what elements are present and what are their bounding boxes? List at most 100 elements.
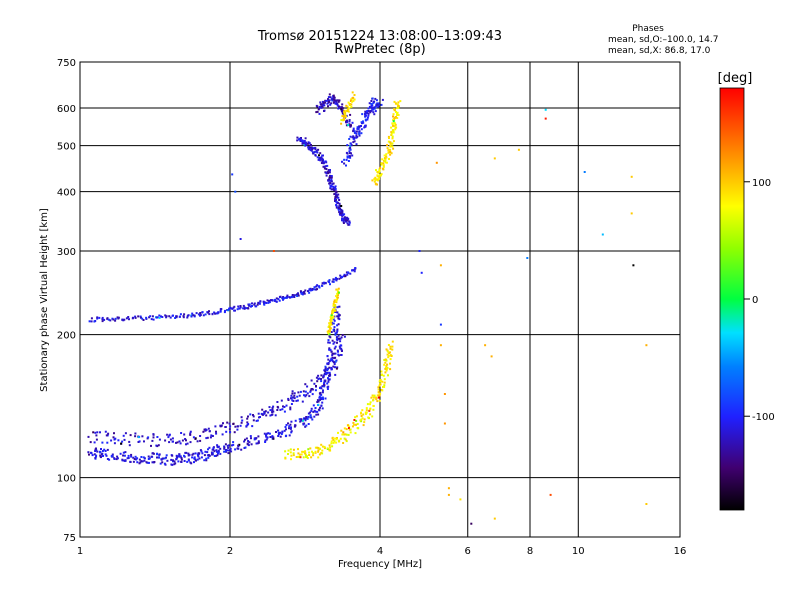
data-point — [268, 406, 271, 409]
data-point — [330, 180, 333, 183]
data-point — [287, 422, 289, 425]
data-point — [334, 200, 336, 202]
data-point — [336, 104, 339, 107]
data-point — [220, 308, 223, 310]
data-point — [338, 199, 341, 201]
data-point — [349, 156, 352, 159]
data-point — [247, 415, 249, 418]
data-point — [272, 410, 275, 413]
data-point — [346, 217, 349, 220]
data-point — [355, 136, 358, 139]
data-point — [335, 288, 338, 291]
data-point — [166, 433, 169, 436]
data-point — [343, 335, 346, 338]
data-point — [184, 451, 187, 454]
data-point — [166, 459, 169, 462]
data-point — [323, 385, 326, 388]
data-point — [320, 393, 323, 396]
data-point — [122, 434, 125, 437]
data-point — [364, 110, 367, 113]
data-point — [213, 450, 216, 453]
data-point — [116, 455, 119, 458]
data-point — [247, 303, 250, 306]
data-point — [156, 436, 159, 438]
data-point — [328, 322, 331, 325]
data-point — [119, 452, 122, 455]
data-point — [332, 342, 335, 345]
data-point — [103, 318, 106, 321]
data-point — [392, 131, 395, 134]
data-point — [300, 139, 303, 142]
data-point — [172, 440, 174, 443]
data-point — [304, 454, 307, 457]
data-point — [169, 438, 172, 441]
data-point — [310, 379, 313, 382]
data-point — [147, 455, 150, 458]
data-point — [257, 435, 260, 438]
data-point — [396, 111, 399, 114]
data-point — [387, 140, 390, 143]
data-point — [308, 395, 311, 398]
data-point — [317, 408, 320, 411]
data-point — [301, 450, 304, 453]
data-point — [308, 148, 311, 151]
data-point — [336, 328, 339, 331]
data-point — [346, 119, 348, 122]
data-point — [266, 436, 269, 439]
data-point — [327, 362, 330, 364]
data-point — [299, 138, 302, 141]
data-point — [201, 452, 204, 455]
data-point — [192, 452, 195, 455]
data-point — [290, 431, 293, 434]
data-point — [341, 276, 343, 279]
data-point — [319, 101, 322, 104]
data-point — [230, 444, 233, 447]
data-point — [326, 369, 329, 372]
data-point — [277, 435, 280, 437]
data-point — [309, 389, 312, 392]
data-point — [355, 419, 358, 422]
data-point — [311, 393, 314, 396]
data-point — [351, 425, 354, 428]
data-point — [256, 303, 259, 306]
data-point — [304, 419, 307, 422]
data-point — [367, 112, 370, 115]
data-point — [208, 454, 211, 457]
data-point — [167, 436, 170, 439]
data-point — [382, 164, 385, 167]
data-point — [122, 454, 125, 457]
data-point — [209, 436, 212, 439]
data-point — [269, 409, 272, 412]
data-point — [161, 316, 164, 318]
data-point — [143, 440, 145, 443]
data-point — [165, 316, 168, 319]
data-point — [245, 437, 248, 440]
data-point — [335, 279, 338, 282]
data-point — [224, 426, 227, 428]
data-point — [269, 299, 272, 302]
data-point — [395, 116, 397, 119]
data-point — [246, 424, 249, 427]
data-point — [128, 440, 131, 443]
data-point — [239, 424, 242, 427]
data-point — [366, 110, 369, 112]
data-point — [366, 116, 369, 119]
data-point — [363, 126, 366, 129]
data-point — [336, 277, 338, 280]
data-point — [310, 407, 313, 410]
data-point — [399, 100, 402, 103]
data-point — [343, 427, 346, 430]
data-point — [348, 221, 351, 224]
data-point — [391, 145, 394, 148]
data-point — [316, 110, 319, 113]
data-point — [364, 113, 366, 115]
data-point — [253, 303, 256, 306]
data-point — [321, 449, 324, 452]
data-point — [333, 96, 336, 99]
data-point — [159, 462, 162, 465]
data-point — [214, 425, 217, 428]
data-point — [367, 107, 370, 110]
data-point — [346, 155, 349, 158]
data-point — [371, 107, 374, 110]
data-point — [318, 157, 321, 160]
